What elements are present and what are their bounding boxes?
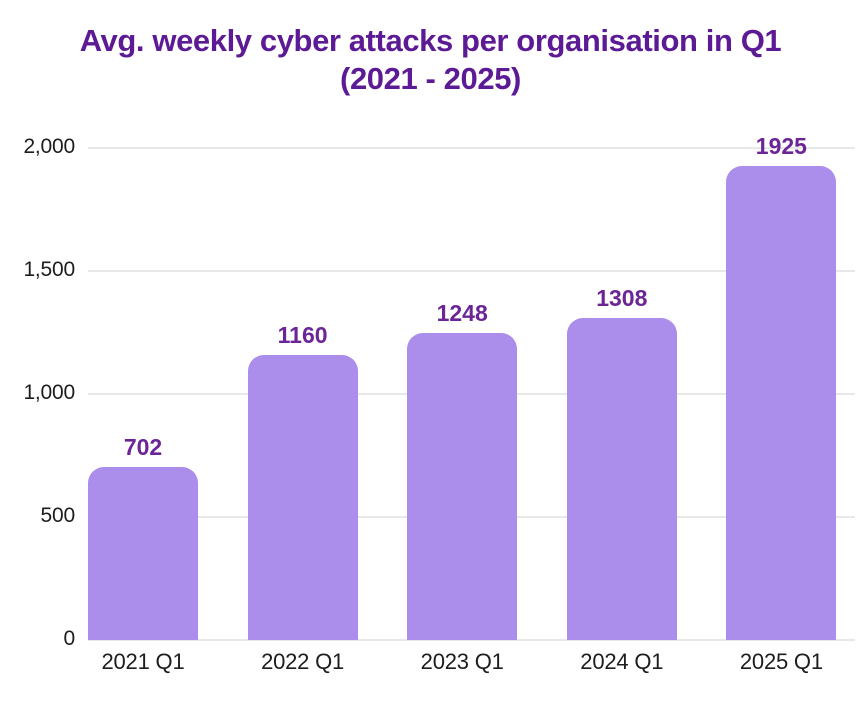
x-tick-label: 2022 Q1 — [261, 649, 345, 674]
bar — [88, 467, 198, 640]
bar-value-label: 1308 — [596, 285, 648, 312]
bar — [566, 318, 677, 640]
bar — [247, 354, 358, 640]
y-tick-label: 2,000 — [23, 135, 75, 158]
x-tick-label: 2024 Q1 — [580, 649, 664, 674]
chart-title-line-1: Avg. weekly cyber attacks per organisati… — [79, 23, 782, 58]
gridline — [88, 270, 855, 272]
y-tick-label: 1,000 — [23, 381, 75, 404]
y-tick-label: 500 — [40, 504, 76, 527]
bar-value-label: 1248 — [436, 299, 488, 326]
x-tick-label: 2023 Q1 — [420, 649, 504, 674]
chart-title-line-2: (2021 - 2025) — [340, 61, 521, 96]
bar — [726, 166, 837, 640]
chart-title: Avg. weekly cyber attacks per organisati… — [0, 22, 861, 98]
bar-value-label: 1925 — [755, 133, 807, 160]
y-tick-label: 0 — [63, 627, 76, 650]
bar-value-label: 702 — [123, 434, 163, 461]
bar-value-label: 1160 — [277, 321, 328, 348]
x-tick-label: 2021 Q1 — [101, 649, 185, 674]
gridline — [88, 147, 855, 149]
y-tick-label: 1,500 — [23, 258, 75, 281]
gridline — [88, 639, 855, 641]
x-tick-label: 2025 Q1 — [739, 649, 823, 674]
bar — [407, 332, 518, 640]
